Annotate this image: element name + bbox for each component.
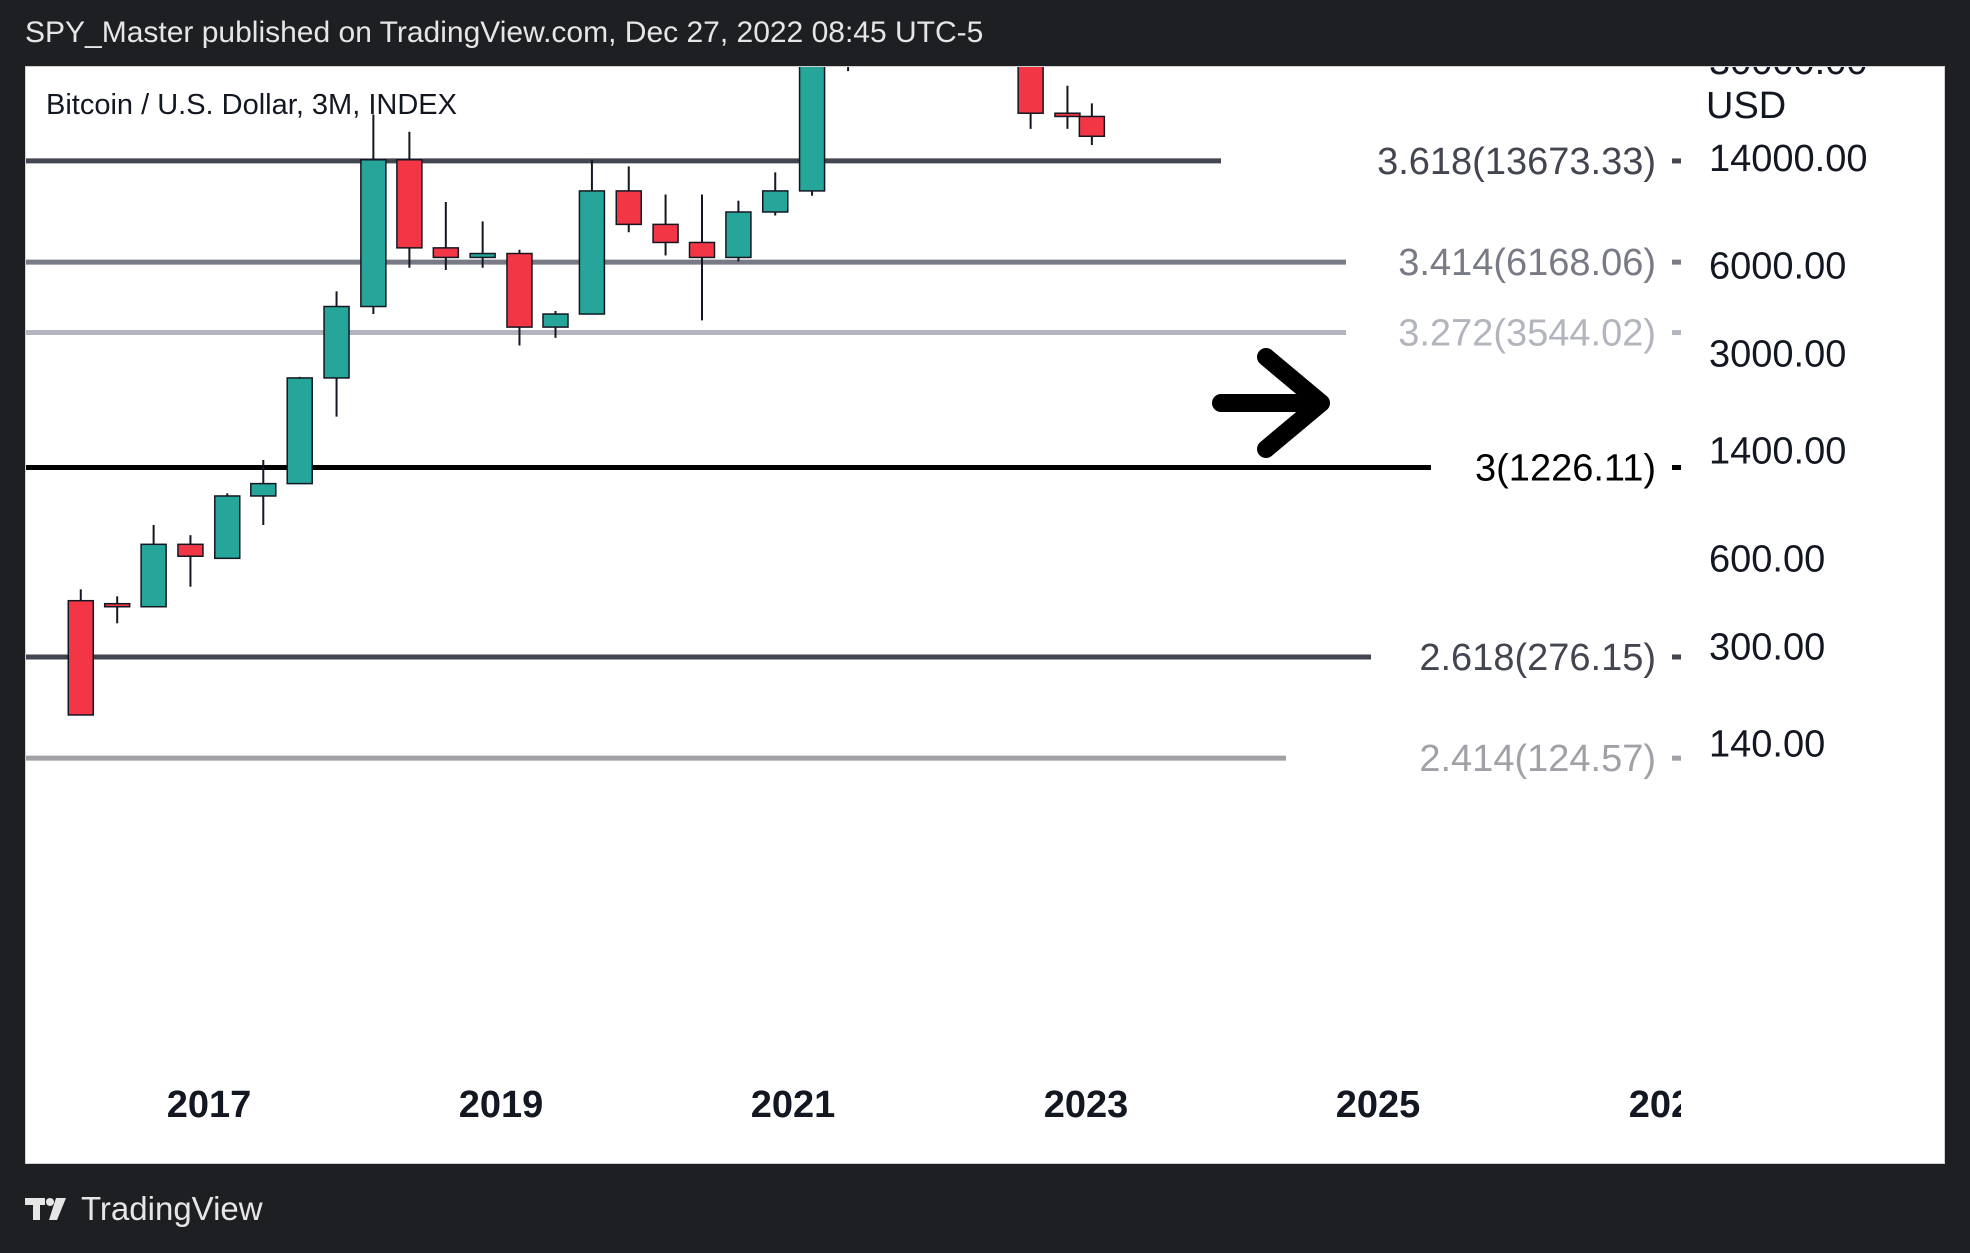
chart-panel[interactable]: 2.414(124.57) 2.618(276.15) 3(1226.11) 3.27… xyxy=(25,66,1945,1164)
fib-tick-4 xyxy=(1672,259,1681,265)
candle-2 xyxy=(140,524,167,608)
publish-attribution: SPY_Master published on TradingView.com,… xyxy=(25,16,984,49)
candle-26 xyxy=(1017,67,1044,129)
candle-7 xyxy=(323,291,350,417)
price-axis-bg xyxy=(1691,67,1944,1070)
candle-body-26 xyxy=(1017,67,1044,114)
y-tick-7: 300.00 xyxy=(1709,626,1825,668)
x-tick-4: 2025 xyxy=(1336,1084,1421,1126)
y-tick-8: 140.00 xyxy=(1709,723,1825,765)
candle-18 xyxy=(725,200,752,262)
candle-body-20 xyxy=(798,67,826,192)
candle-body-12 xyxy=(506,252,533,328)
candle-3 xyxy=(177,535,204,587)
tradingview-logo-icon xyxy=(25,1198,66,1220)
fib-label-3: 3.272(3544.02) xyxy=(1398,313,1656,355)
footer: TradingView xyxy=(25,1190,263,1228)
candle-body-5 xyxy=(250,482,277,497)
candle-17 xyxy=(688,194,716,321)
fib-label-4: 3.414(6168.06) xyxy=(1398,242,1656,284)
candle-20 xyxy=(798,67,826,196)
fib-levels: 2.414(124.57) 2.618(276.15) 3(1226.11) 3.27… xyxy=(26,141,1681,780)
candle-15 xyxy=(615,166,642,233)
candle-1 xyxy=(103,596,131,624)
candle-11 xyxy=(469,221,496,268)
fib-tick-2 xyxy=(1672,464,1681,470)
y-tick-4: 3000.00 xyxy=(1709,334,1846,376)
fib-tick-0 xyxy=(1672,755,1681,761)
fib-label-5: 3.618(13673.33) xyxy=(1377,141,1656,183)
candle-body-27 xyxy=(1054,112,1081,118)
candle-body-2 xyxy=(140,543,167,608)
candle-13 xyxy=(542,310,569,338)
axes: 60000.0030000.0014000.006000.003000.0014… xyxy=(26,67,1944,1163)
candle-body-1 xyxy=(103,602,131,608)
candle-body-4 xyxy=(214,495,241,560)
candle-body-13 xyxy=(542,313,569,328)
candles xyxy=(67,67,1106,716)
x-tick-1: 2019 xyxy=(459,1084,544,1126)
candle-4 xyxy=(214,493,241,560)
candle-body-28 xyxy=(1078,115,1106,138)
candle-body-19 xyxy=(761,190,789,213)
x-tick-0: 2017 xyxy=(167,1084,252,1126)
fib-tick-5 xyxy=(1672,158,1681,164)
fib-label-2: 3(1226.11) xyxy=(1475,447,1656,489)
candle-body-18 xyxy=(725,211,752,259)
footer-brand: TradingView xyxy=(81,1190,263,1227)
candle-body-9 xyxy=(396,159,423,249)
candle-body-14 xyxy=(578,190,606,315)
candle-body-17 xyxy=(688,241,716,259)
fib-tick-3 xyxy=(1672,330,1681,336)
candle-body-3 xyxy=(177,543,204,557)
chart-canvas[interactable]: 2.414(124.57) 2.618(276.15) 3(1226.11) 3.27… xyxy=(26,67,1945,1164)
candle-5 xyxy=(250,460,277,525)
candle-27 xyxy=(1054,85,1081,129)
fib-label-0: 2.414(124.57) xyxy=(1419,738,1656,780)
fib-tick-1 xyxy=(1672,654,1681,660)
candle-16 xyxy=(652,194,679,256)
candle-body-11 xyxy=(469,252,496,259)
time-axis-bg xyxy=(26,1072,1944,1163)
currency-label: USD xyxy=(1706,85,1787,127)
candle-28 xyxy=(1078,103,1106,145)
candle-body-6 xyxy=(286,377,313,485)
axis-corner xyxy=(1681,1077,1944,1163)
candle-19 xyxy=(761,172,789,216)
candle-body-15 xyxy=(615,190,642,226)
y-tick-6: 600.00 xyxy=(1709,538,1825,580)
y-tick-3: 6000.00 xyxy=(1709,246,1846,288)
symbol-title: Bitcoin / U.S. Dollar, 3M, INDEX xyxy=(46,89,457,121)
candle-body-0 xyxy=(67,599,95,716)
y-tick-1: 30000.00 xyxy=(1709,67,1868,83)
arrow-icon xyxy=(1212,348,1330,458)
candle-body-8 xyxy=(360,159,387,308)
candle-14 xyxy=(578,159,606,315)
candle-9 xyxy=(396,131,423,268)
arrow-annotation xyxy=(1212,348,1330,458)
candle-8 xyxy=(360,114,387,315)
candle-body-16 xyxy=(652,223,679,244)
candle-21 xyxy=(847,67,850,72)
x-tick-2: 2021 xyxy=(751,1084,836,1126)
y-tick-5: 1400.00 xyxy=(1709,431,1846,473)
candle-10 xyxy=(432,201,460,270)
candle-0 xyxy=(67,589,95,716)
y-tick-2: 14000.00 xyxy=(1709,138,1868,180)
fib-label-1: 2.618(276.15) xyxy=(1419,637,1656,679)
candle-body-10 xyxy=(432,247,460,259)
candle-6 xyxy=(286,376,313,485)
x-tick-3: 2023 xyxy=(1044,1084,1129,1126)
candle-body-7 xyxy=(323,305,350,379)
candle-12 xyxy=(506,249,533,346)
